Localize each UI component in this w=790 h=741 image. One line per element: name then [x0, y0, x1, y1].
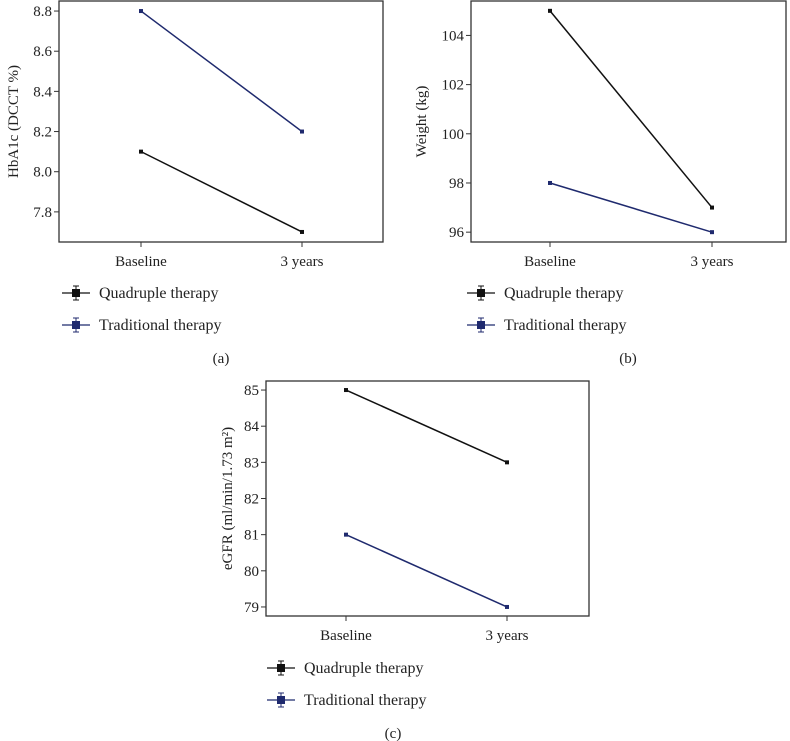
plot-frame: [58, 0, 384, 243]
plot-frame: [265, 380, 590, 617]
legend-label: Quadruple therapy: [504, 285, 624, 302]
y-tick-label: 8.4: [33, 84, 52, 100]
legend-label: Traditional therapy: [99, 317, 222, 334]
y-tick-label: 84: [244, 419, 260, 435]
panel-label: (c): [385, 726, 402, 741]
y-axis-label: eGFR (ml/min/1.73 m²): [220, 427, 236, 570]
series-line-traditional: [140, 10, 303, 133]
y-tick-label: 80: [244, 564, 259, 580]
legend-label: Traditional therapy: [304, 692, 427, 709]
legend-marker: [277, 696, 285, 704]
x-tick-label: Baseline: [320, 628, 372, 644]
legend-label: Traditional therapy: [504, 317, 627, 334]
y-tick-label: 104: [442, 28, 465, 44]
x-tick-label: 3 years: [486, 628, 529, 644]
y-tick-label: 98: [449, 176, 464, 192]
data-point: [300, 229, 304, 234]
y-axis-label: HbA1c (DCCT %): [6, 65, 22, 178]
x-tick-label: Baseline: [115, 254, 167, 270]
plot-frame: [470, 0, 787, 243]
y-tick-label: 85: [244, 383, 259, 399]
y-tick-label: 8.2: [33, 125, 52, 141]
y-tick-label: 100: [442, 127, 465, 143]
legend-label: Quadruple therapy: [99, 285, 219, 302]
y-tick-label: 7.8: [33, 205, 52, 221]
y-tick-label: 102: [442, 78, 465, 94]
data-point: [548, 180, 552, 185]
series-line-quadruple: [549, 10, 713, 209]
x-tick-label: 3 years: [691, 254, 734, 270]
y-axis-label: Weight (kg): [414, 86, 430, 158]
y-tick-label: 81: [244, 528, 259, 544]
legend-marker: [72, 321, 80, 329]
legend-marker: [477, 321, 485, 329]
y-tick-label: 8.6: [33, 44, 52, 60]
data-point: [344, 532, 348, 537]
legend-label: Quadruple therapy: [304, 660, 424, 677]
series-line-quadruple: [140, 150, 303, 233]
legend-marker: [72, 289, 80, 297]
series-line-traditional: [345, 533, 508, 608]
data-point: [710, 205, 714, 210]
data-point: [344, 388, 348, 393]
y-tick-label: 83: [244, 455, 259, 471]
x-tick-label: 3 years: [281, 254, 324, 270]
panel-label: (a): [213, 351, 230, 367]
y-tick-label: 8.8: [33, 4, 52, 20]
y-tick-label: 82: [244, 492, 259, 508]
panel-label: (b): [619, 351, 637, 367]
data-point: [300, 129, 304, 134]
data-point: [505, 460, 509, 465]
data-point: [139, 149, 143, 154]
y-tick-label: 79: [244, 600, 259, 616]
data-point: [139, 9, 143, 14]
chart-panel-c: 79 80 81 82 83 84 85 Baseline 3 years eGFR (ml/mi…: [220, 380, 590, 741]
x-tick-label: Baseline: [524, 254, 576, 270]
series-line-traditional: [549, 182, 713, 233]
legend-marker: [277, 664, 285, 672]
data-point: [505, 604, 509, 609]
chart-panel-a: 7.8 8.0 8.2 8.4 8.6 8.8 Baseline 3 years HbA1c (…: [6, 0, 384, 367]
legend-marker: [477, 289, 485, 297]
y-tick-label: 8.0: [33, 165, 52, 181]
chart-panel-b: 96 98 100 102 104 Baseline 3 years Weight (kg) Q…: [414, 0, 787, 367]
data-point: [710, 230, 714, 235]
data-point: [548, 8, 552, 13]
series-line-quadruple: [345, 389, 508, 464]
y-tick-label: 96: [449, 225, 465, 241]
